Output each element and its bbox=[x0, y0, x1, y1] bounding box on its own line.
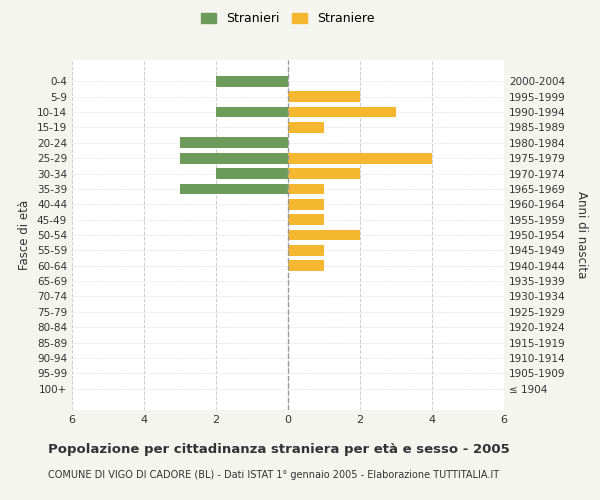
Bar bbox=[216, 168, 288, 179]
Bar bbox=[288, 122, 324, 133]
Text: COMUNE DI VIGO DI CADORE (BL) - Dati ISTAT 1° gennaio 2005 - Elaborazione TUTTIT: COMUNE DI VIGO DI CADORE (BL) - Dati IST… bbox=[48, 470, 499, 480]
Bar bbox=[288, 106, 396, 118]
Bar bbox=[288, 153, 432, 164]
Bar bbox=[288, 230, 360, 240]
Bar bbox=[288, 199, 324, 209]
Bar bbox=[180, 184, 288, 194]
Bar bbox=[288, 245, 324, 256]
Bar bbox=[288, 214, 324, 225]
Text: Anni di nascita: Anni di nascita bbox=[575, 192, 589, 278]
Legend: Stranieri, Straniere: Stranieri, Straniere bbox=[197, 8, 379, 29]
Bar bbox=[288, 92, 360, 102]
Bar bbox=[216, 76, 288, 86]
Bar bbox=[288, 260, 324, 271]
Bar bbox=[216, 106, 288, 118]
Bar bbox=[288, 184, 324, 194]
Bar bbox=[288, 168, 360, 179]
Text: Popolazione per cittadinanza straniera per età e sesso - 2005: Popolazione per cittadinanza straniera p… bbox=[48, 442, 510, 456]
Bar bbox=[180, 138, 288, 148]
Bar bbox=[180, 153, 288, 164]
Y-axis label: Fasce di età: Fasce di età bbox=[19, 200, 31, 270]
